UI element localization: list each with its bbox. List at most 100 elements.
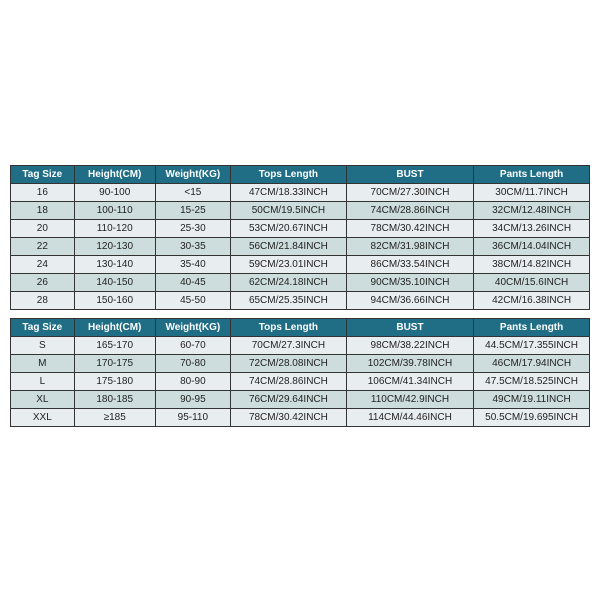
table-row: 1690-100<1547CM/18.33INCH70CM/27.30INCH3… — [11, 184, 590, 202]
table-cell: 90-95 — [155, 391, 230, 409]
table-cell: 70CM/27.30INCH — [346, 184, 473, 202]
table-cell: 86CM/33.54INCH — [346, 256, 473, 274]
col-weight: Weight(KG) — [155, 166, 230, 184]
table-cell: 15-25 — [155, 202, 230, 220]
table-cell: 56CM/21.84INCH — [231, 238, 347, 256]
table-cell: ≥185 — [74, 409, 155, 427]
table-cell: L — [11, 373, 75, 391]
col-pants-length: Pants Length — [474, 319, 590, 337]
table-cell: 72CM/28.08INCH — [231, 355, 347, 373]
table-cell: 45-50 — [155, 292, 230, 310]
table-cell: 78CM/30.42INCH — [346, 220, 473, 238]
table-cell: S — [11, 337, 75, 355]
table-cell: XXL — [11, 409, 75, 427]
col-pants-length: Pants Length — [474, 166, 590, 184]
table-cell: 110-120 — [74, 220, 155, 238]
table-cell: 170-175 — [74, 355, 155, 373]
col-tops-length: Tops Length — [231, 166, 347, 184]
table-cell: 26 — [11, 274, 75, 292]
table-cell: 98CM/38.22INCH — [346, 337, 473, 355]
col-tops-length: Tops Length — [231, 319, 347, 337]
table-cell: 100-110 — [74, 202, 155, 220]
table-row: M170-17570-8072CM/28.08INCH102CM/39.78IN… — [11, 355, 590, 373]
table-cell: 44.5CM/17.355INCH — [474, 337, 590, 355]
table-cell: 140-150 — [74, 274, 155, 292]
table-cell: 78CM/30.42INCH — [231, 409, 347, 427]
table-cell: 16 — [11, 184, 75, 202]
table-cell: 46CM/17.94INCH — [474, 355, 590, 373]
table-row: 24130-14035-4059CM/23.01INCH86CM/33.54IN… — [11, 256, 590, 274]
table-row: S165-17060-7070CM/27.3INCH98CM/38.22INCH… — [11, 337, 590, 355]
table-cell: 20 — [11, 220, 75, 238]
table-cell: 24 — [11, 256, 75, 274]
table-cell: 42CM/16.38INCH — [474, 292, 590, 310]
table-adult: Tag Size Height(CM) Weight(KG) Tops Leng… — [10, 318, 590, 427]
table-cell: 65CM/25.35INCH — [231, 292, 347, 310]
table-cell: 30CM/11.7INCH — [474, 184, 590, 202]
size-table-kids: Tag Size Height(CM) Weight(KG) Tops Leng… — [10, 165, 590, 310]
col-height: Height(CM) — [74, 319, 155, 337]
table-header-row: Tag Size Height(CM) Weight(KG) Tops Leng… — [11, 319, 590, 337]
table-cell: XL — [11, 391, 75, 409]
size-table-adult: Tag Size Height(CM) Weight(KG) Tops Leng… — [10, 318, 590, 427]
table-cell: 94CM/36.66INCH — [346, 292, 473, 310]
table-cell: 47.5CM/18.525INCH — [474, 373, 590, 391]
table-row: 22120-13030-3556CM/21.84INCH82CM/31.98IN… — [11, 238, 590, 256]
table-cell: 50.5CM/19.695INCH — [474, 409, 590, 427]
table-cell: 110CM/42.9INCH — [346, 391, 473, 409]
table-cell: 30-35 — [155, 238, 230, 256]
table-row: XL180-18590-9576CM/29.64INCH110CM/42.9IN… — [11, 391, 590, 409]
table-row: 18100-11015-2550CM/19.5INCH74CM/28.86INC… — [11, 202, 590, 220]
col-bust: BUST — [346, 166, 473, 184]
table-row: 20110-12025-3053CM/20.67INCH78CM/30.42IN… — [11, 220, 590, 238]
table-cell: 18 — [11, 202, 75, 220]
table-row: XXL≥18595-11078CM/30.42INCH114CM/44.46IN… — [11, 409, 590, 427]
table-cell: 106CM/41.34INCH — [346, 373, 473, 391]
table-cell: 28 — [11, 292, 75, 310]
col-bust: BUST — [346, 319, 473, 337]
table-cell: 150-160 — [74, 292, 155, 310]
table-header-row: Tag Size Height(CM) Weight(KG) Tops Leng… — [11, 166, 590, 184]
table-cell: 53CM/20.67INCH — [231, 220, 347, 238]
col-height: Height(CM) — [74, 166, 155, 184]
table-cell: 70CM/27.3INCH — [231, 337, 347, 355]
table-cell: 40CM/15.6INCH — [474, 274, 590, 292]
table-cell: 70-80 — [155, 355, 230, 373]
table-cell: 36CM/14.04INCH — [474, 238, 590, 256]
table-cell: M — [11, 355, 75, 373]
table-cell: <15 — [155, 184, 230, 202]
table-cell: 74CM/28.86INCH — [231, 373, 347, 391]
table-cell: 130-140 — [74, 256, 155, 274]
table-cell: 32CM/12.48INCH — [474, 202, 590, 220]
table-cell: 80-90 — [155, 373, 230, 391]
table-cell: 82CM/31.98INCH — [346, 238, 473, 256]
table-cell: 90-100 — [74, 184, 155, 202]
table-cell: 22 — [11, 238, 75, 256]
table-cell: 47CM/18.33INCH — [231, 184, 347, 202]
table-cell: 38CM/14.82INCH — [474, 256, 590, 274]
col-weight: Weight(KG) — [155, 319, 230, 337]
table-cell: 165-170 — [74, 337, 155, 355]
table-row: 26140-15040-4562CM/24.18INCH90CM/35.10IN… — [11, 274, 590, 292]
table-cell: 180-185 — [74, 391, 155, 409]
table-cell: 49CM/19.11INCH — [474, 391, 590, 409]
table-kids: Tag Size Height(CM) Weight(KG) Tops Leng… — [10, 165, 590, 310]
table-cell: 59CM/23.01INCH — [231, 256, 347, 274]
table-cell: 25-30 — [155, 220, 230, 238]
table-cell: 50CM/19.5INCH — [231, 202, 347, 220]
table-cell: 120-130 — [74, 238, 155, 256]
table-cell: 62CM/24.18INCH — [231, 274, 347, 292]
table-cell: 95-110 — [155, 409, 230, 427]
table-cell: 175-180 — [74, 373, 155, 391]
table-row: L175-18080-9074CM/28.86INCH106CM/41.34IN… — [11, 373, 590, 391]
table-cell: 35-40 — [155, 256, 230, 274]
table-row: 28150-16045-5065CM/25.35INCH94CM/36.66IN… — [11, 292, 590, 310]
table-cell: 76CM/29.64INCH — [231, 391, 347, 409]
table-cell: 34CM/13.26INCH — [474, 220, 590, 238]
table-cell: 40-45 — [155, 274, 230, 292]
col-tag-size: Tag Size — [11, 166, 75, 184]
table-cell: 102CM/39.78INCH — [346, 355, 473, 373]
table-cell: 74CM/28.86INCH — [346, 202, 473, 220]
table-cell: 90CM/35.10INCH — [346, 274, 473, 292]
table-cell: 114CM/44.46INCH — [346, 409, 473, 427]
